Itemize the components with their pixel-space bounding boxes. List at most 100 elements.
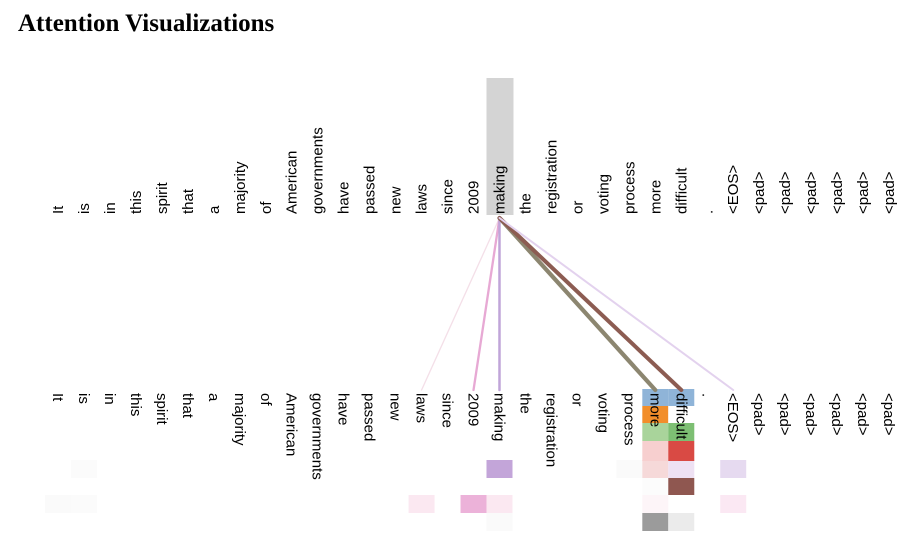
bottom-token[interactable]: <pad> — [750, 393, 767, 436]
top-token[interactable]: a — [206, 205, 223, 214]
bottom-token[interactable]: voting — [594, 393, 611, 433]
heatmap-cell — [616, 460, 643, 478]
top-token[interactable]: governments — [310, 127, 327, 214]
heatmap-cell — [460, 495, 487, 513]
bottom-token[interactable]: in — [101, 393, 118, 405]
bottom-token[interactable]: of — [257, 393, 274, 406]
heatmap-cell — [668, 513, 695, 531]
heatmap-cell — [486, 495, 513, 513]
top-token[interactable]: It — [50, 205, 67, 214]
top-token[interactable]: <pad> — [777, 171, 794, 214]
top-token[interactable]: <pad> — [803, 171, 820, 214]
heatmap-cell — [642, 478, 669, 495]
top-token[interactable]: <pad> — [829, 171, 846, 214]
bottom-token[interactable]: spirit — [153, 393, 170, 426]
bottom-token[interactable]: process — [620, 393, 637, 446]
bottom-token[interactable]: governments — [309, 393, 326, 480]
bottom-token[interactable]: 2009 — [465, 393, 482, 426]
top-token[interactable]: of — [258, 201, 275, 214]
bottom-token[interactable]: It — [49, 393, 66, 402]
bottom-token[interactable]: <pad> — [854, 393, 871, 436]
bottom-token[interactable]: registration — [542, 393, 559, 467]
heatmap-cell — [642, 513, 669, 531]
bottom-token[interactable]: <EOS> — [724, 393, 741, 442]
top-token[interactable]: <EOS> — [725, 165, 742, 214]
heatmap-cell — [720, 460, 747, 478]
bottom-token[interactable]: since — [439, 393, 456, 428]
top-token[interactable]: . — [699, 210, 716, 214]
bottom-token[interactable]: more — [646, 393, 663, 427]
head-stack-cell-difficult — [668, 389, 695, 406]
bottom-token[interactable]: majority — [231, 393, 248, 446]
page-title: Attention Visualizations — [18, 10, 275, 37]
heatmap-cell — [668, 478, 695, 495]
top-token[interactable]: since — [440, 179, 457, 214]
bottom-token[interactable]: American — [283, 393, 300, 456]
heatmap-cell — [70, 495, 97, 513]
bottom-token[interactable]: have — [335, 393, 352, 426]
top-token[interactable]: passed — [362, 166, 379, 214]
heatmap-cell — [70, 460, 97, 478]
bottom-token[interactable]: or — [568, 393, 585, 406]
bottom-token[interactable]: <pad> — [828, 393, 845, 436]
bottom-token[interactable]: new — [387, 393, 404, 421]
bottom-token[interactable]: is — [75, 393, 92, 404]
head-stack-cell-difficult — [668, 423, 695, 441]
top-token[interactable]: spirit — [154, 181, 171, 214]
attention-line — [472, 216, 501, 392]
top-token[interactable]: laws — [414, 184, 431, 214]
top-token[interactable]: new — [388, 186, 405, 214]
bottom-token[interactable]: difficult — [672, 393, 689, 440]
head-stack-cell-difficult — [668, 441, 695, 461]
top-token[interactable]: <pad> — [855, 171, 872, 214]
top-token[interactable]: have — [336, 181, 353, 214]
head-stack-cell-difficult — [668, 406, 695, 423]
heatmap-cell — [668, 460, 695, 478]
top-token[interactable]: American — [284, 151, 301, 214]
top-token[interactable]: <pad> — [751, 171, 768, 214]
top-token[interactable]: this — [128, 191, 145, 214]
heatmap-cell — [486, 460, 513, 478]
top-token[interactable]: process — [621, 161, 638, 214]
heatmap-cell — [408, 495, 435, 513]
top-token[interactable]: registration — [543, 140, 560, 214]
attention-line — [420, 217, 501, 391]
head-stack-cell-more — [642, 423, 669, 441]
bottom-token[interactable]: this — [127, 393, 144, 416]
bottom-token[interactable]: <pad> — [776, 393, 793, 436]
head-stack-cell-more — [642, 441, 669, 461]
heatmap-cell — [486, 513, 513, 531]
top-token[interactable]: is — [76, 203, 93, 214]
top-token[interactable]: in — [102, 202, 119, 214]
top-token[interactable]: the — [517, 193, 534, 214]
top-token[interactable]: or — [569, 201, 586, 214]
bottom-token[interactable]: laws — [413, 393, 430, 423]
bottom-token[interactable]: making — [490, 393, 507, 441]
top-token[interactable]: voting — [595, 174, 612, 214]
bottom-token[interactable]: a — [205, 393, 222, 402]
focus-token-highlight — [486, 78, 514, 215]
attention-line — [497, 215, 658, 393]
bottom-token[interactable]: the — [516, 393, 533, 414]
top-token[interactable]: difficult — [673, 167, 690, 214]
head-stack-cell-more — [642, 406, 669, 423]
heatmap-cell — [45, 495, 71, 513]
top-token[interactable]: majority — [232, 161, 249, 214]
top-token[interactable]: <pad> — [881, 171, 898, 214]
top-token[interactable]: making — [491, 166, 508, 214]
bottom-token[interactable]: . — [698, 393, 715, 397]
bottom-token[interactable]: <pad> — [802, 393, 819, 436]
attention-line — [498, 217, 735, 391]
top-token[interactable]: 2009 — [466, 181, 483, 214]
top-token[interactable]: more — [647, 180, 664, 214]
top-token[interactable]: that — [180, 188, 197, 214]
attention-line — [497, 215, 684, 393]
heatmap-cell — [720, 495, 747, 513]
head-stack-cell-more — [642, 389, 669, 406]
heatmap-cell — [642, 460, 669, 478]
bottom-token[interactable]: passed — [361, 393, 378, 441]
bottom-token[interactable]: <pad> — [880, 393, 897, 436]
heatmap-cell — [642, 495, 669, 513]
bottom-token[interactable]: that — [179, 393, 196, 419]
